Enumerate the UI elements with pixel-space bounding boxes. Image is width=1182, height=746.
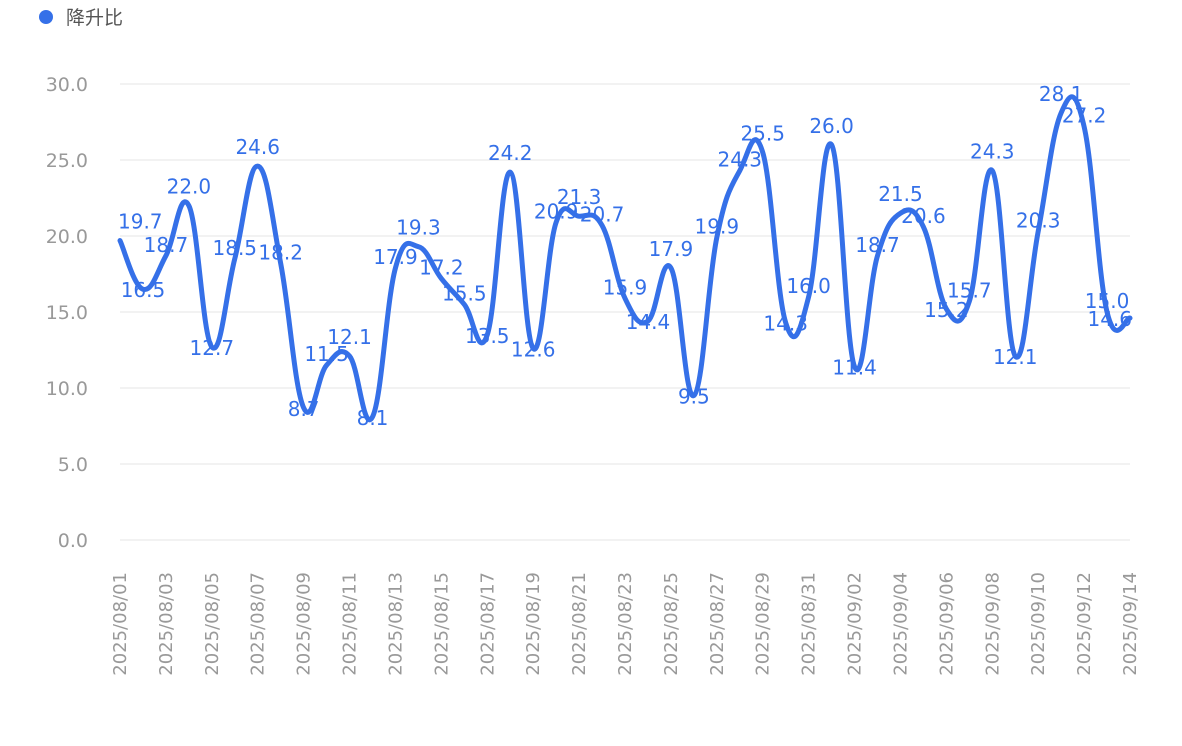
data-label: 25.5 <box>740 121 785 145</box>
x-tick-label: 2025/09/02 <box>845 572 866 676</box>
x-tick-label: 2025/08/29 <box>753 572 774 676</box>
x-tick-label: 2025/08/23 <box>615 572 636 676</box>
data-label: 26.0 <box>809 114 854 138</box>
data-label: 21.3 <box>557 185 602 209</box>
data-label: 11.5 <box>304 342 349 366</box>
series-line-layer <box>117 94 1133 423</box>
data-label: 17.2 <box>419 256 464 280</box>
x-tick-label: 2025/08/31 <box>799 572 820 676</box>
data-label: 12.1 <box>327 325 372 349</box>
x-tick-label: 2025/08/03 <box>156 572 177 676</box>
data-label: 16.0 <box>786 274 831 298</box>
data-label: 24.3 <box>970 140 1015 164</box>
y-tick-label: 5.0 <box>58 454 88 476</box>
data-label: 14.4 <box>626 310 671 334</box>
x-tick-label: 2025/08/25 <box>661 572 682 676</box>
data-label: 15.2 <box>924 298 969 322</box>
y-tick-label: 0.0 <box>58 530 88 552</box>
x-tick-label: 2025/09/04 <box>890 572 911 676</box>
legend[interactable]: 降升比 <box>39 7 123 29</box>
x-tick-label: 2025/08/01 <box>110 572 131 676</box>
data-label: 27.2 <box>1062 104 1107 128</box>
x-tick-label: 2025/08/07 <box>248 572 269 676</box>
data-label: 24.2 <box>488 141 533 165</box>
data-label: 24.3 <box>718 148 763 172</box>
data-label: 14.3 <box>763 312 808 336</box>
x-tick-label: 2025/09/14 <box>1120 572 1141 676</box>
x-tick-label: 2025/08/17 <box>477 572 498 676</box>
data-label: 15.7 <box>947 278 992 302</box>
data-label: 18.5 <box>213 236 258 260</box>
x-tick-label: 2025/08/13 <box>385 572 406 676</box>
y-tick-label: 15.0 <box>46 302 88 324</box>
data-label: 16.5 <box>121 278 166 302</box>
data-label: 17.9 <box>649 237 694 261</box>
x-axis: 2025/08/01 2025/08/03 2025/08/05 2025/08/07… <box>110 572 1141 676</box>
data-label: 19.3 <box>396 216 441 240</box>
data-label: 13.5 <box>465 324 510 348</box>
data-label: 20.3 <box>1016 208 1061 232</box>
x-tick-label: 2025/08/09 <box>294 572 315 676</box>
data-label: 18.2 <box>258 240 303 264</box>
data-label: 18.7 <box>144 233 189 257</box>
x-tick-label: 2025/08/21 <box>569 572 590 676</box>
data-label: 24.6 <box>235 135 280 159</box>
x-tick-label: 2025/09/08 <box>982 572 1003 676</box>
data-label: 20.6 <box>901 204 946 228</box>
x-tick-label: 2025/09/06 <box>936 572 957 676</box>
y-axis: 0.0 5.0 10.0 15.0 20.0 25.0 30.0 <box>46 74 88 552</box>
data-label: 12.1 <box>993 345 1038 369</box>
data-label: 17.9 <box>373 245 418 269</box>
data-label: 18.7 <box>855 233 900 257</box>
data-label: 8.7 <box>288 397 320 421</box>
data-label-layer: 19.716.518.722.012.718.524.618.28.711.51… <box>118 82 1132 430</box>
y-tick-label: 25.0 <box>46 150 88 172</box>
x-tick-label: 2025/08/27 <box>707 572 728 676</box>
legend-label: 降升比 <box>66 7 123 29</box>
x-tick-label: 2025/08/11 <box>340 572 361 676</box>
data-label: 21.5 <box>878 182 923 206</box>
data-label: 8.1 <box>357 406 389 430</box>
data-label: 15.9 <box>603 275 648 299</box>
y-tick-label: 20.0 <box>46 226 88 248</box>
x-tick-label: 2025/08/19 <box>523 572 544 676</box>
x-tick-label: 2025/09/10 <box>1028 572 1049 676</box>
data-label: 11.4 <box>832 356 877 380</box>
data-label: 19.9 <box>695 215 740 239</box>
data-label: 20.7 <box>580 202 625 226</box>
data-label: 15.0 <box>1085 289 1130 313</box>
data-label: 22.0 <box>167 175 212 199</box>
x-tick-label: 2025/08/15 <box>431 572 452 676</box>
legend-marker <box>39 10 53 24</box>
data-label: 12.7 <box>190 336 235 360</box>
data-label: 19.7 <box>118 210 163 234</box>
data-label: 14.6 <box>1087 307 1132 331</box>
x-tick-label: 2025/09/12 <box>1074 572 1095 676</box>
series-line <box>117 94 1133 423</box>
data-label: 20.9 <box>534 199 579 223</box>
data-label: 9.5 <box>678 385 710 409</box>
data-label: 12.6 <box>511 337 556 361</box>
data-label: 15.5 <box>442 281 487 305</box>
x-tick-label: 2025/08/05 <box>202 572 223 676</box>
y-tick-label: 10.0 <box>46 378 88 400</box>
y-tick-label: 30.0 <box>46 74 88 96</box>
data-label: 28.1 <box>1039 82 1084 106</box>
